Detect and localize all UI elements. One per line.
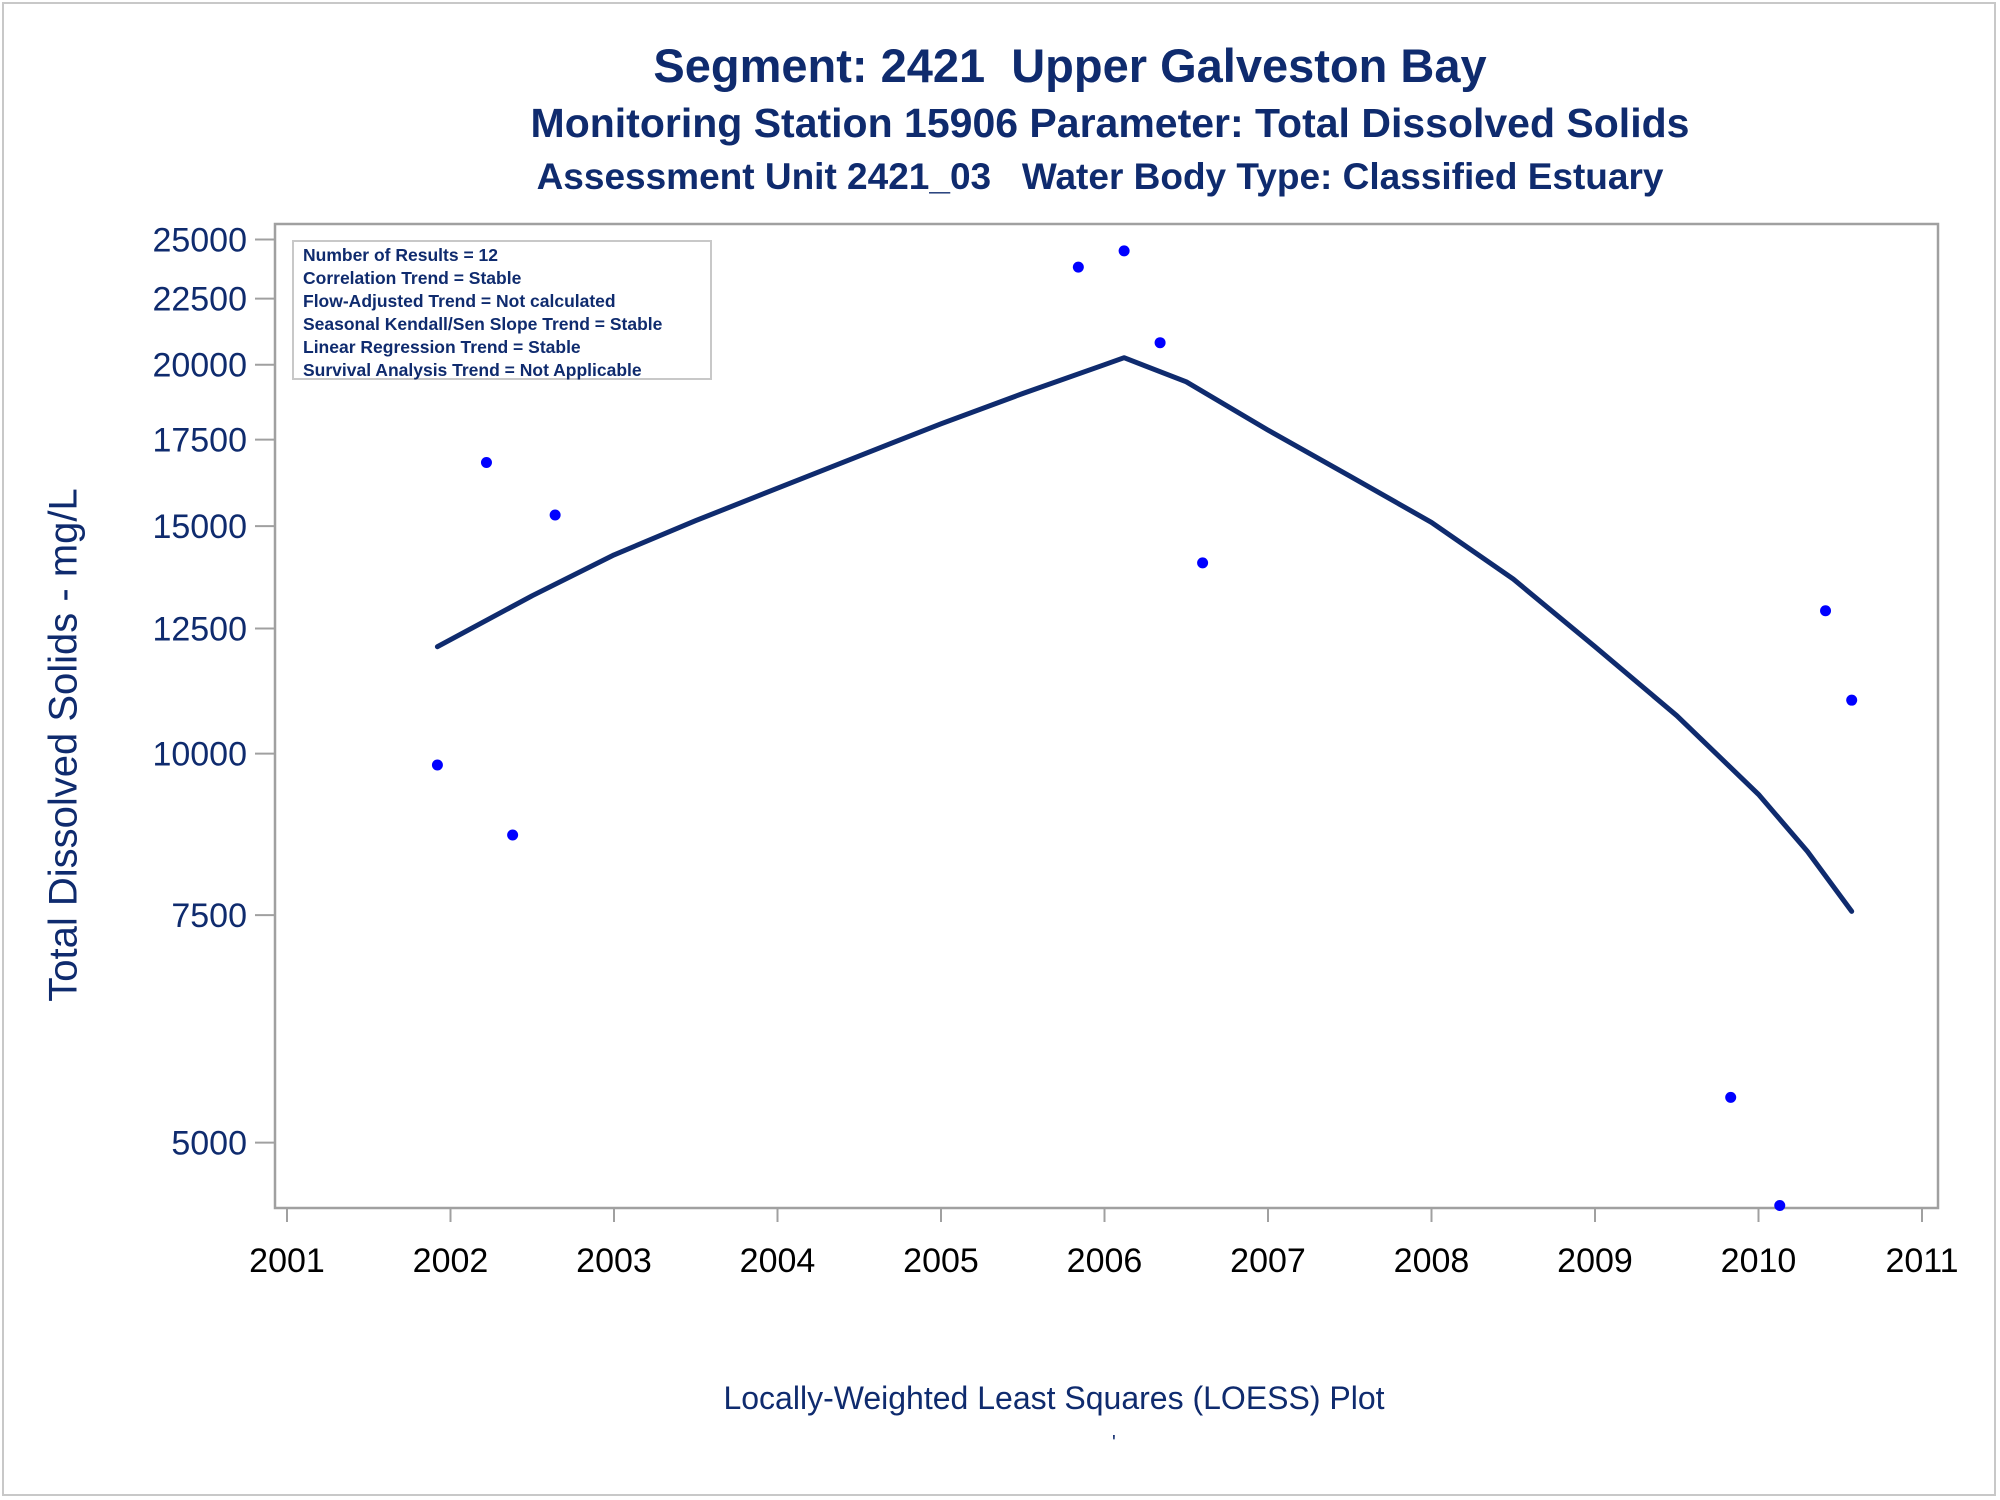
data-point [1846,694,1858,706]
chart-subtitle-assessment: Assessment Unit 2421_03 Water Body Type:… [536,156,1664,197]
stat-number-of-results: Number of Results = 12 [303,245,498,265]
stats-inset-box: Number of Results = 12 Correlation Trend… [292,240,712,380]
y-tick-label: 5000 [171,1125,247,1163]
plot-frame [273,222,1940,1210]
data-point [480,457,492,469]
data-point [1072,261,1084,273]
chart-title: Segment: 2421 Upper Galveston Bay [653,39,1487,92]
y-tick-label: 22500 [152,281,247,319]
y-tick-label: 17500 [152,422,247,460]
data-point [431,759,443,771]
x-tick-label: 2008 [1394,1242,1470,1280]
x-tick-label: 2001 [249,1242,325,1280]
y-tick-label: 20000 [152,347,247,385]
data-point [1154,337,1166,349]
x-tick-label: 2011 [1885,1242,1958,1280]
data-point [1774,1199,1786,1211]
data-point [507,829,519,841]
stat-linear-regression-trend: Linear Regression Trend = Stable [303,337,581,357]
stat-survival-analysis-trend: Survival Analysis Trend = Not Applicable [303,360,642,380]
x-tick-label: 2003 [576,1242,652,1280]
x-tick-label: 2006 [1067,1242,1143,1280]
data-point [1118,245,1130,257]
x-tick-label: 2005 [903,1242,979,1280]
y-tick-label: 25000 [152,221,247,259]
stat-flow-adjusted-trend: Flow-Adjusted Trend = Not calculated [303,291,616,311]
y-tick-label: 12500 [152,610,247,648]
y-tick-label: 15000 [152,508,247,546]
x-tick-label: 2009 [1557,1242,1633,1280]
loess-curve [434,355,1855,914]
y-tick-label: 10000 [152,736,247,774]
data-point [549,509,561,521]
x-tick-label: 2007 [1230,1242,1306,1280]
stat-seasonal-kendall-trend: Seasonal Kendall/Sen Slope Trend = Stabl… [303,314,663,334]
x-tick-label: 2010 [1721,1242,1797,1280]
footnote-loess: Locally-Weighted Least Squares (LOESS) P… [723,1380,1385,1416]
x-tick-label: 2004 [740,1242,816,1280]
stat-correlation-trend: Correlation Trend = Stable [303,268,522,288]
chart-subtitle-station: Monitoring Station 15906 Parameter: Tota… [530,100,1690,146]
footnote-mark: ' [1112,1432,1116,1454]
x-tick-label: 2002 [413,1242,489,1280]
data-point [1197,557,1209,569]
data-point [1820,605,1832,617]
data-point [1725,1091,1737,1103]
y-tick-label: 7500 [171,897,247,935]
